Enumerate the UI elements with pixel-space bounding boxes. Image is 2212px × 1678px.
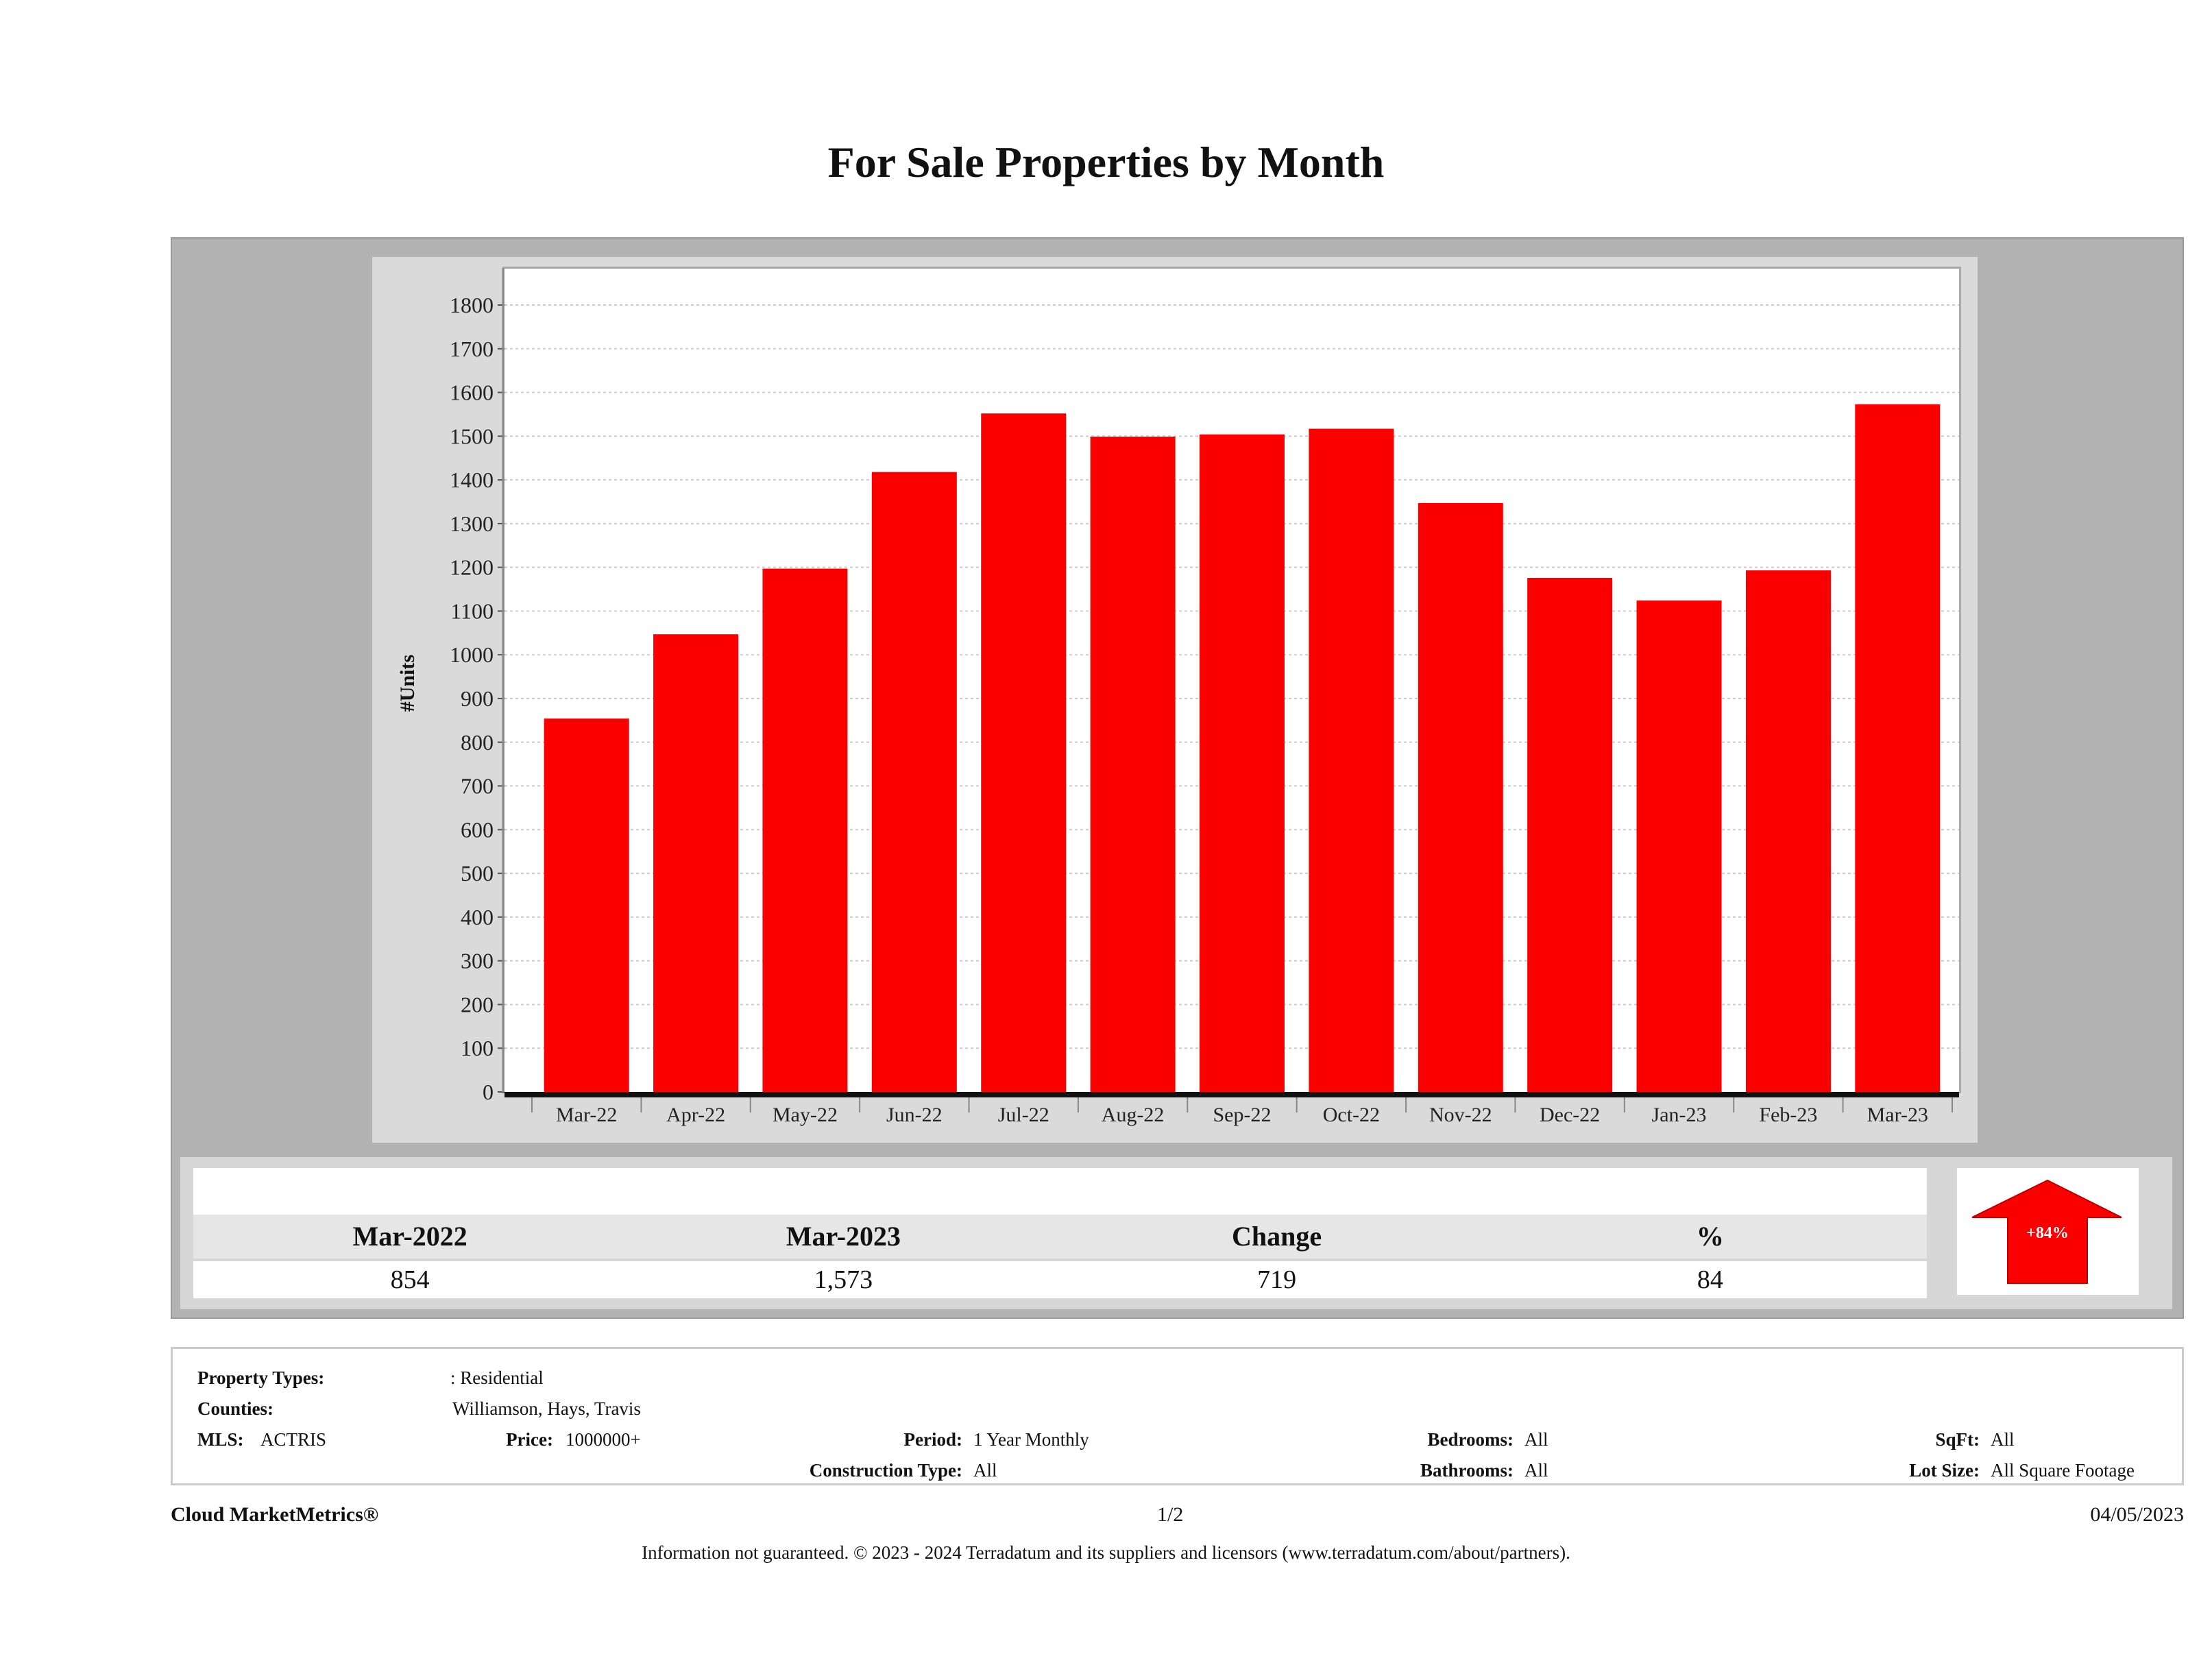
- summary-header-row: Mar-2022 Mar-2023 Change %: [193, 1215, 1927, 1258]
- counties-label: Counties:: [197, 1398, 274, 1419]
- bar: [1527, 577, 1613, 1092]
- x-tick-label: Aug-22: [1102, 1104, 1165, 1126]
- counties-value: Williamson, Hays, Travis: [452, 1398, 641, 1419]
- bedrooms-label: Bedrooms:: [1427, 1429, 1514, 1450]
- summary-value: 1,573: [814, 1265, 873, 1294]
- y-tick-label: 700: [461, 774, 494, 799]
- y-tick-label: 1100: [450, 598, 494, 623]
- x-tick-label: Sep-22: [1213, 1104, 1272, 1126]
- criteria-box: Property Types: : Residential Counties: …: [171, 1347, 2184, 1485]
- y-tick-label: 500: [461, 861, 494, 886]
- up-arrow-icon: +84%: [1971, 1179, 2122, 1284]
- y-tick-label: 1400: [450, 467, 494, 492]
- bar: [981, 413, 1067, 1092]
- y-tick-label: 1800: [450, 293, 494, 317]
- lot-size-label: Lot Size:: [1909, 1460, 1980, 1481]
- construction-type-value: All: [973, 1460, 997, 1481]
- x-tick-label: Dec-22: [1540, 1104, 1600, 1126]
- summary-value: 854: [390, 1265, 430, 1294]
- summary-header: Mar-2023: [786, 1221, 901, 1252]
- bedrooms-value: All: [1524, 1429, 1548, 1450]
- y-tick-label: 1700: [450, 337, 494, 361]
- period-value: 1 Year Monthly: [973, 1429, 1089, 1450]
- summary-header: Mar-2022: [352, 1221, 467, 1252]
- bar: [1636, 600, 1722, 1092]
- y-tick-label: 400: [461, 905, 494, 929]
- y-tick-label: 1000: [450, 642, 494, 667]
- chart-title: For Sale Properties by Month: [827, 138, 1385, 186]
- x-tick-label: Apr-22: [666, 1104, 725, 1126]
- bar: [762, 568, 848, 1092]
- x-tick-label: Jan-23: [1652, 1104, 1707, 1126]
- x-tick-label: Jun-22: [886, 1104, 943, 1126]
- y-tick-label: 1600: [450, 380, 494, 405]
- x-tick-label: Mar-22: [556, 1104, 617, 1126]
- disclaimer: Information not guaranteed. © 2023 - 202…: [642, 1542, 1570, 1563]
- x-tick-label: Jul-22: [998, 1104, 1049, 1126]
- x-tick-label: May-22: [773, 1104, 838, 1126]
- change-badge: +84%: [1957, 1168, 2139, 1295]
- bar: [544, 718, 629, 1092]
- price-value: 1000000+: [566, 1429, 641, 1450]
- x-tick-label: Nov-22: [1429, 1104, 1492, 1126]
- y-tick-label: 900: [461, 686, 494, 711]
- sqft-label: SqFt:: [1935, 1429, 1980, 1450]
- mls-value: ACTRIS: [260, 1429, 327, 1450]
- y-tick-label: 0: [483, 1080, 494, 1104]
- summary-header: Change: [1232, 1221, 1322, 1252]
- y-tick-label: 600: [461, 817, 494, 842]
- summary-value: 84: [1697, 1265, 1723, 1294]
- summary-table: Mar-2022 Mar-2023 Change % 854 1,573 719…: [193, 1168, 1927, 1298]
- y-tick-label: 100: [461, 1036, 494, 1060]
- report-date: 04/05/2023: [2090, 1503, 2184, 1526]
- summary-value: 719: [1257, 1265, 1297, 1294]
- property-types-label: Property Types:: [197, 1367, 325, 1388]
- bar: [1745, 570, 1831, 1092]
- mls-label: MLS:: [197, 1429, 244, 1450]
- lot-size-value: All Square Footage: [1991, 1460, 2135, 1481]
- bar: [1855, 404, 1941, 1092]
- property-types-value: : Residential: [450, 1367, 544, 1388]
- bar: [1200, 434, 1285, 1092]
- bathrooms-label: Bathrooms:: [1420, 1460, 1514, 1481]
- construction-type-label: Construction Type:: [809, 1460, 962, 1481]
- y-tick-label: 1500: [450, 424, 494, 448]
- summary-header: %: [1696, 1221, 1724, 1252]
- y-tick-label: 1200: [450, 555, 494, 580]
- bar: [1309, 428, 1394, 1092]
- y-tick-label: 300: [461, 949, 494, 973]
- x-tick-label: Oct-22: [1323, 1104, 1380, 1126]
- x-tick-label: Mar-23: [1867, 1104, 1928, 1126]
- period-label: Period:: [903, 1429, 962, 1450]
- bar: [1090, 436, 1176, 1092]
- bar: [871, 472, 957, 1092]
- bar: [653, 634, 739, 1092]
- price-label: Price:: [506, 1429, 553, 1450]
- bar: [1418, 502, 1503, 1092]
- brand-label: Cloud MarketMetrics®: [171, 1503, 379, 1526]
- y-tick-label: 200: [461, 992, 494, 1017]
- sqft-value: All: [1991, 1429, 2015, 1450]
- y-tick-label: 1300: [450, 511, 494, 536]
- change-badge-label: +84%: [2026, 1224, 2069, 1242]
- x-tick-label: Feb-23: [1759, 1104, 1817, 1126]
- summary-blank-row: [193, 1168, 1927, 1215]
- bathrooms-value: All: [1524, 1460, 1548, 1481]
- y-tick-label: 800: [461, 730, 494, 755]
- page-number: 1/2: [1157, 1503, 1184, 1526]
- summary-value-row: 854 1,573 719 84: [193, 1261, 1927, 1298]
